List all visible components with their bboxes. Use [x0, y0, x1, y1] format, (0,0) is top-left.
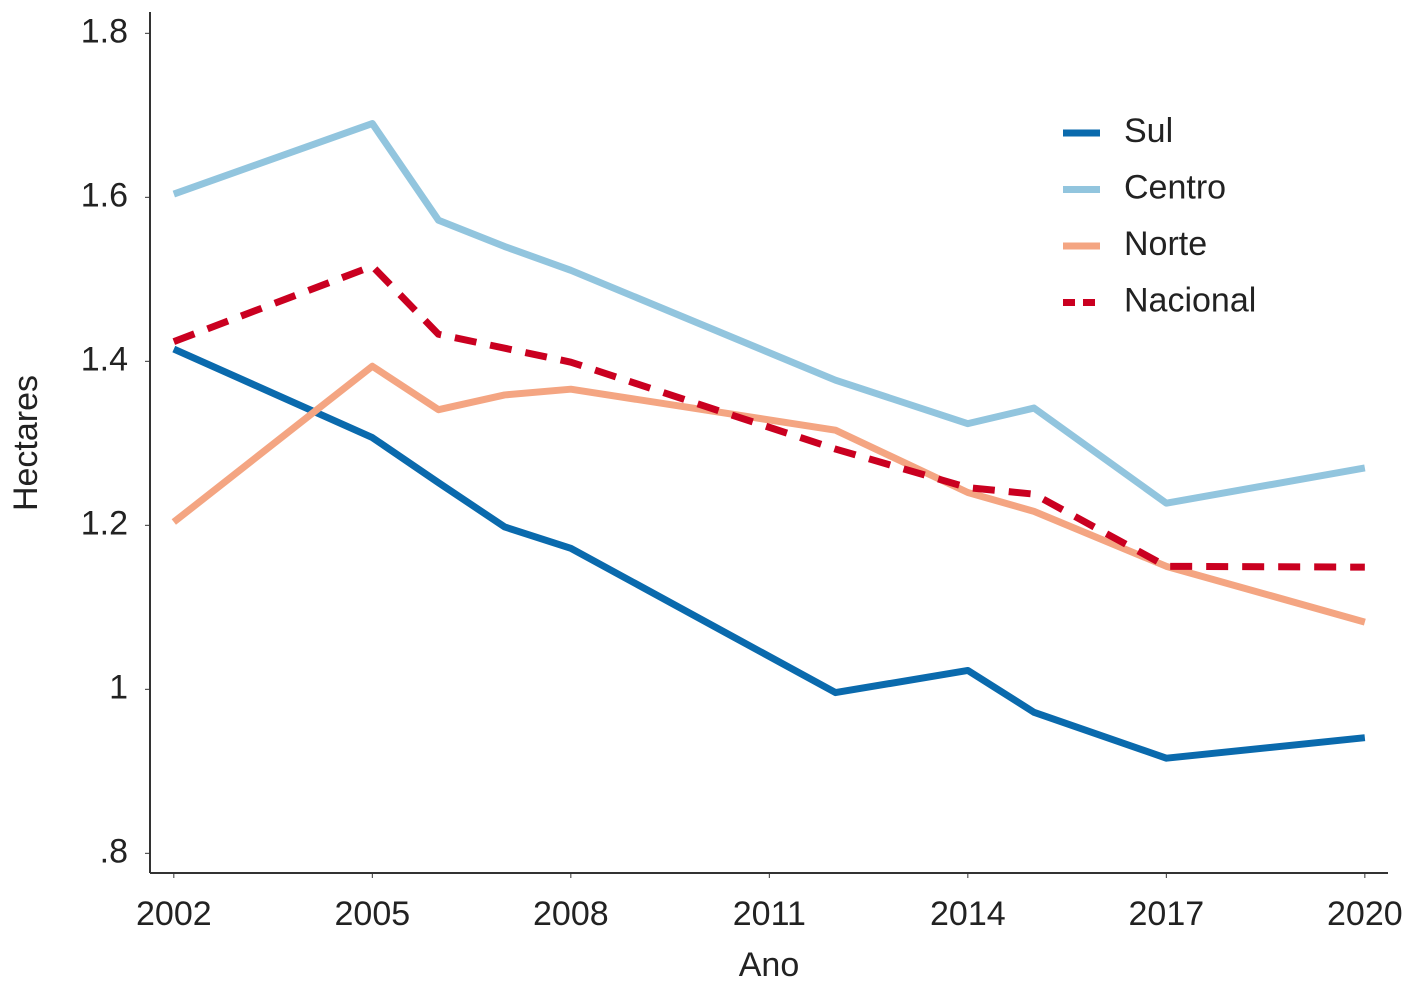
series-line: [172, 345, 1366, 762]
legend-label: Norte: [1124, 225, 1207, 263]
y-axis-title: Hectares: [7, 375, 45, 511]
y-tick-label: 1.8: [81, 12, 128, 50]
legend-label: Centro: [1124, 168, 1226, 206]
series-line: [171, 362, 1366, 626]
x-tick-label: 2017: [1129, 895, 1205, 933]
x-tick-label: 2014: [930, 895, 1006, 933]
y-tick-label: 1.2: [81, 504, 128, 542]
x-tick-label: 2002: [136, 895, 212, 933]
y-tick-label: 1.4: [81, 340, 128, 378]
x-tick-label: 2008: [533, 895, 609, 933]
y-tick-label: .8: [100, 832, 128, 870]
y-tick-label: 1.6: [81, 176, 128, 214]
legend-label: Sul: [1124, 112, 1173, 150]
series-line: [172, 120, 1366, 507]
legend-label: Nacional: [1124, 281, 1256, 319]
x-tick-label: 2005: [335, 895, 411, 933]
y-tick-label: 1: [109, 668, 128, 706]
x-axis-title: Ano: [739, 946, 800, 983]
x-tick-label: 2011: [733, 895, 806, 933]
series-line: [172, 262, 1365, 571]
x-tick-label: 2020: [1327, 895, 1403, 933]
